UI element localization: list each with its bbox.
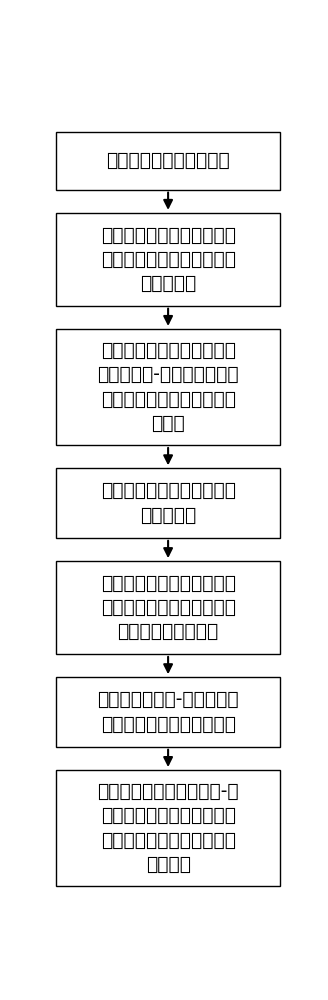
Text: 处理采集的温度-时间序列，
确定热惯性稳定的时间区间: 处理采集的温度-时间序列， 确定热惯性稳定的时间区间 (97, 690, 239, 734)
Text: 处理计算得到的每个热电偶
结点的温度-时间序列，筛选
出热惯性最稳定的热电偶结
点直径: 处理计算得到的每个热电偶 结点的温度-时间序列，筛选 出热惯性最稳定的热电偶结 … (97, 341, 239, 433)
Text: 根据筛选的热电偶结点尺寸
定制热电偶: 根据筛选的热电偶结点尺寸 定制热电偶 (101, 481, 236, 525)
Text: 通过数值计算模拟若干个不
同结点直径热电偶在火焰中
的温度响应: 通过数值计算模拟若干个不 同结点直径热电偶在火焰中 的温度响应 (101, 226, 236, 293)
FancyBboxPatch shape (56, 329, 280, 445)
Text: 将定制的热电偶用于火焰测
量，热电偶短暂停留、计算
机快速采集温度响应: 将定制的热电偶用于火焰测 量，热电偶短暂停留、计算 机快速采集温度响应 (101, 574, 236, 641)
FancyBboxPatch shape (56, 770, 280, 886)
Text: 选定偶丝材料和偶丝直径: 选定偶丝材料和偶丝直径 (106, 151, 230, 170)
FancyBboxPatch shape (56, 468, 280, 538)
FancyBboxPatch shape (56, 213, 280, 306)
FancyBboxPatch shape (56, 561, 280, 654)
FancyBboxPatch shape (56, 677, 280, 747)
Text: 在该区间内选取三个温度-时
间点建立一阶系统响应方程
组，求解获得热惯性系数和
火焰温度: 在该区间内选取三个温度-时 间点建立一阶系统响应方程 组，求解获得热惯性系数和 … (97, 782, 239, 874)
FancyBboxPatch shape (56, 132, 280, 190)
